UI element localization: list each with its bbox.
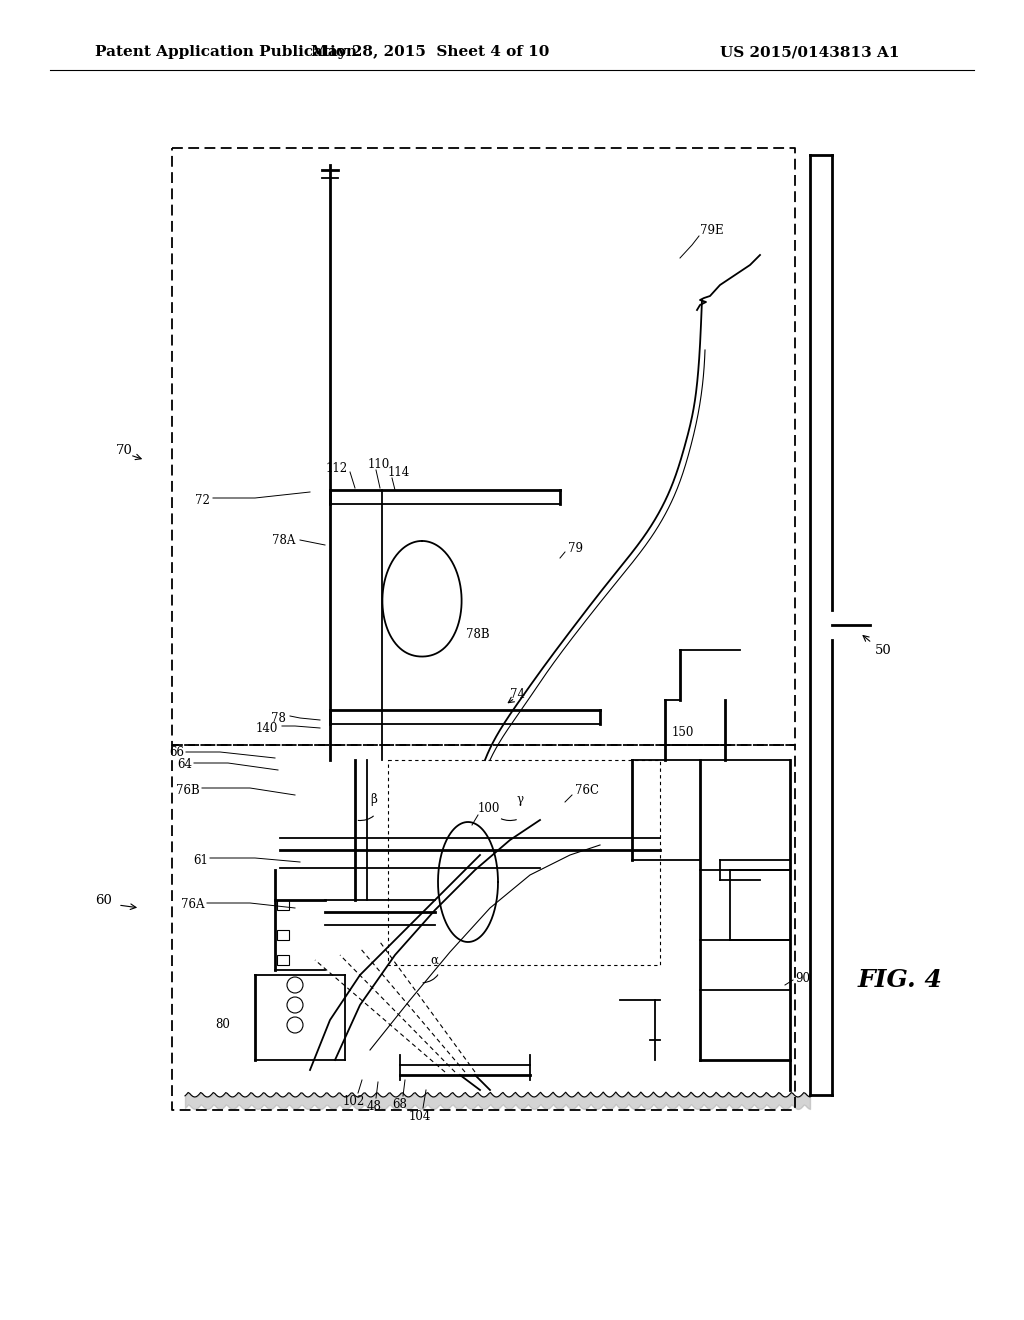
Text: 90: 90 xyxy=(795,972,810,985)
Text: 80: 80 xyxy=(215,1019,230,1031)
Bar xyxy=(278,900,289,909)
Text: 150: 150 xyxy=(672,726,694,739)
Text: 76B: 76B xyxy=(176,784,200,796)
Text: 76A: 76A xyxy=(181,899,205,912)
Text: 140: 140 xyxy=(256,722,278,734)
Text: 70: 70 xyxy=(116,444,133,457)
Text: 64: 64 xyxy=(177,759,193,771)
Circle shape xyxy=(287,1016,303,1034)
Text: 78A: 78A xyxy=(271,533,295,546)
Text: 48: 48 xyxy=(367,1100,381,1113)
Circle shape xyxy=(287,997,303,1012)
Text: Patent Application Publication: Patent Application Publication xyxy=(95,45,357,59)
Text: 79E: 79E xyxy=(700,223,724,236)
Text: 74: 74 xyxy=(510,689,525,701)
Text: 78B: 78B xyxy=(466,628,489,642)
Bar xyxy=(278,954,289,965)
Text: 78: 78 xyxy=(271,711,286,725)
Text: 114: 114 xyxy=(388,466,411,479)
Text: 112: 112 xyxy=(326,462,348,474)
Text: FIG. 4: FIG. 4 xyxy=(857,968,942,993)
Text: 66: 66 xyxy=(169,746,184,759)
Text: 68: 68 xyxy=(392,1098,408,1111)
Text: 110: 110 xyxy=(368,458,390,470)
Text: US 2015/0143813 A1: US 2015/0143813 A1 xyxy=(721,45,900,59)
Text: α: α xyxy=(430,953,438,966)
Circle shape xyxy=(287,977,303,993)
Text: 104: 104 xyxy=(409,1110,431,1123)
Text: 60: 60 xyxy=(95,894,112,907)
Text: 76C: 76C xyxy=(575,784,599,796)
Text: 72: 72 xyxy=(196,494,210,507)
Text: 61: 61 xyxy=(194,854,208,866)
Text: 50: 50 xyxy=(874,644,892,656)
Text: 102: 102 xyxy=(343,1096,366,1107)
Bar xyxy=(278,931,289,940)
Text: May 28, 2015  Sheet 4 of 10: May 28, 2015 Sheet 4 of 10 xyxy=(311,45,549,59)
Text: γ: γ xyxy=(517,793,524,807)
Text: 79: 79 xyxy=(568,541,583,554)
Text: 100: 100 xyxy=(478,801,501,814)
Text: β: β xyxy=(370,793,377,807)
